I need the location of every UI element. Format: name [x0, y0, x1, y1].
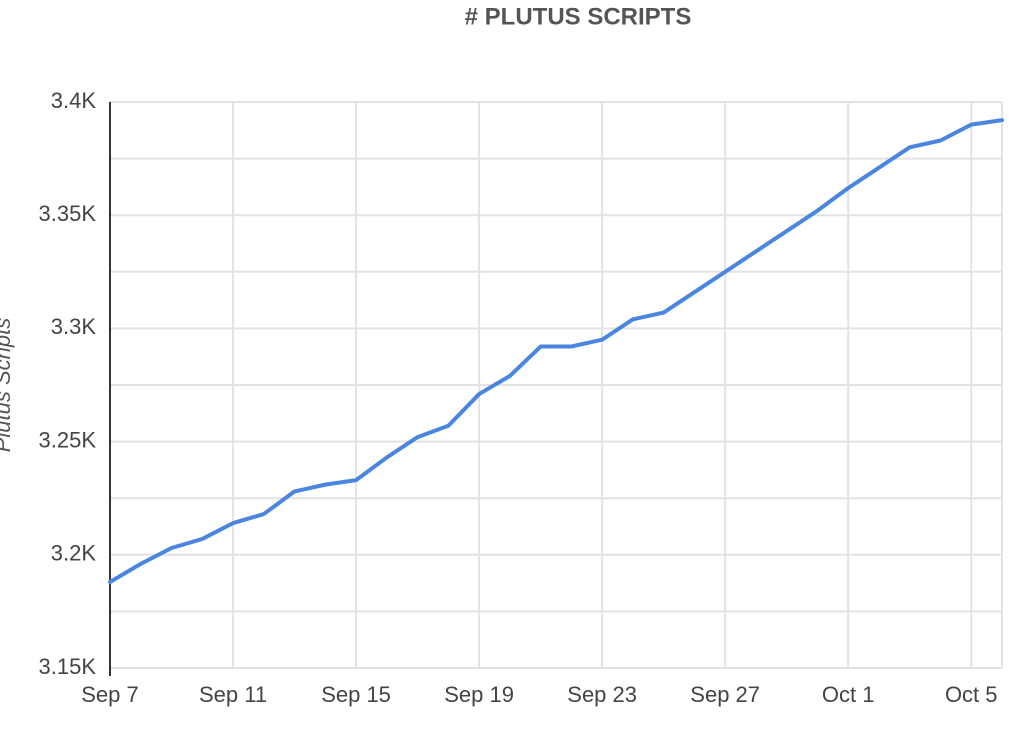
x-tick-label: Sep 15 [321, 682, 391, 707]
y-tick-label: 3.25K [39, 427, 97, 452]
y-tick-label: 3.35K [39, 201, 97, 226]
data-line [108, 118, 1004, 584]
y-tick-label: 3.4K [51, 88, 97, 113]
y-tick-label: 3.3K [51, 314, 97, 339]
x-tick-label: Sep 7 [81, 682, 139, 707]
y-axis-label: Plutus Scripts [0, 318, 15, 453]
x-tick-label: Sep 27 [690, 682, 760, 707]
x-tick-label: Oct 1 [822, 682, 875, 707]
y-tick-label: 3.2K [51, 541, 97, 566]
y-tick-label: 3.15K [39, 654, 97, 679]
chart-title: # PLUTUS SCRIPTS [465, 3, 692, 30]
x-tick-label: Oct 5 [945, 682, 998, 707]
x-tick-label: Sep 23 [567, 682, 637, 707]
x-tick-label: Sep 19 [444, 682, 514, 707]
x-tick-label: Sep 11 [199, 682, 267, 707]
